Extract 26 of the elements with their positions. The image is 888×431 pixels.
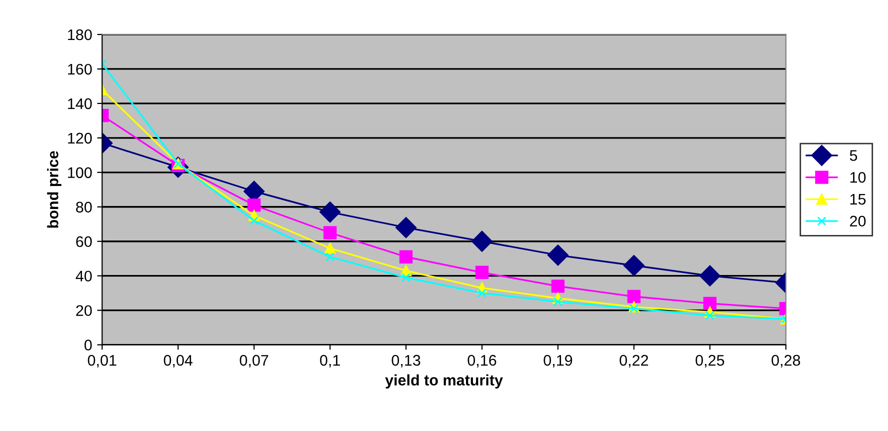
x-tick-label: 0,1 bbox=[320, 354, 340, 368]
y-tick-label: 120 bbox=[68, 132, 92, 144]
x-tick-label: 0,07 bbox=[240, 354, 268, 368]
legend-label: 20 bbox=[850, 216, 866, 227]
x-tick-label: 0,22 bbox=[620, 354, 648, 368]
x-axis-title: yield to maturity bbox=[385, 374, 503, 389]
legend-label: 10 bbox=[850, 172, 866, 183]
x-tick-label: 0,01 bbox=[88, 354, 116, 368]
y-axis-title: bond price bbox=[47, 151, 62, 228]
y-tick-label: 100 bbox=[68, 167, 92, 178]
y-tick-label: 40 bbox=[76, 270, 92, 282]
x-tick-label: 0,25 bbox=[696, 354, 724, 368]
legend-label: 5 bbox=[850, 150, 858, 161]
y-tick-label: 80 bbox=[76, 202, 92, 213]
x-tick-label: 0,28 bbox=[772, 354, 800, 368]
x-tick-label: 0,04 bbox=[164, 354, 193, 368]
x-tick-label: 0,16 bbox=[468, 354, 496, 368]
y-tick-label: 140 bbox=[68, 98, 92, 110]
x-tick-label: 0,13 bbox=[392, 354, 420, 368]
y-tick-label: 20 bbox=[76, 305, 92, 316]
y-tick-label: 180 bbox=[68, 29, 92, 40]
y-tick-label: 60 bbox=[76, 236, 92, 248]
legend-label: 15 bbox=[850, 194, 866, 205]
y-tick-label: 0 bbox=[84, 340, 92, 350]
x-tick-label: 0,19 bbox=[544, 354, 572, 368]
y-tick-label: 160 bbox=[68, 64, 92, 75]
